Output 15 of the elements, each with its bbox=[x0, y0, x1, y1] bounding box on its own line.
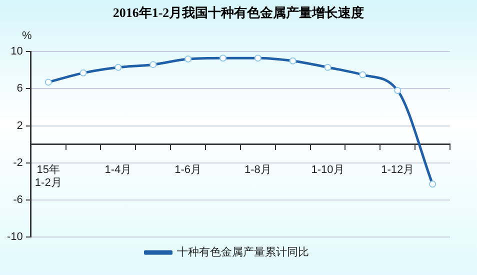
x-tick-label: 1-10月 bbox=[311, 164, 344, 176]
x-tick-label: 1-6月 bbox=[174, 164, 202, 176]
x-tick-label: 1-4月 bbox=[104, 164, 132, 176]
y-tick-label: 10 bbox=[10, 46, 23, 58]
y-axis-title: % bbox=[22, 30, 32, 42]
y-tick-label: -6 bbox=[13, 194, 23, 206]
y-tick-label: -10 bbox=[6, 231, 23, 244]
y-tick-label: 2 bbox=[16, 120, 23, 132]
y-tick-label: -2 bbox=[13, 156, 23, 169]
legend-label: 十种有色金属产量累计同比 bbox=[176, 246, 309, 259]
x-tick-label: 1-12月 bbox=[381, 164, 414, 176]
y-tick-label: 6 bbox=[16, 82, 23, 95]
chart-title: 2016年1-2月我国十种有色金属产量增长速度 bbox=[112, 4, 366, 22]
x-tick-label: 15年1-2月 bbox=[34, 164, 62, 190]
x-tick-label: 1-8月 bbox=[244, 164, 272, 176]
